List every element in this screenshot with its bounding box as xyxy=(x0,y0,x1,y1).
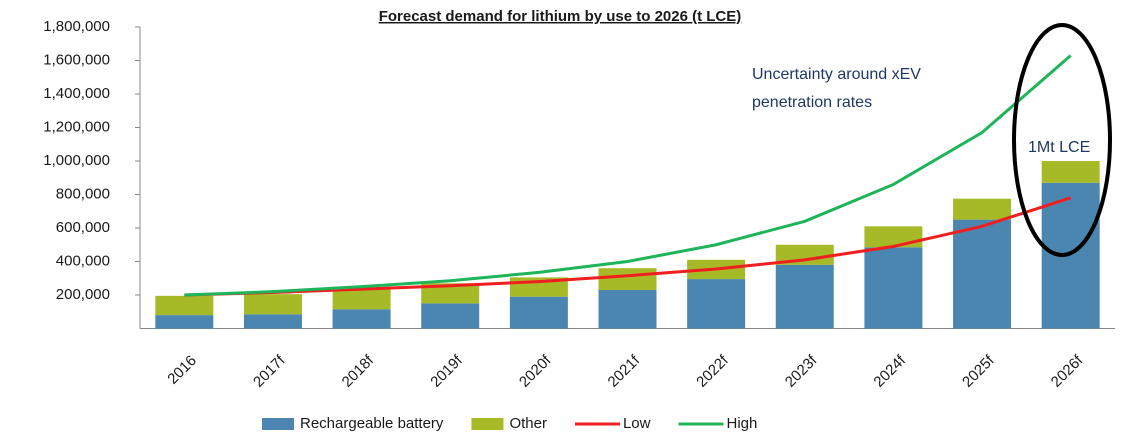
annotation: Uncertainty around xEV xyxy=(752,66,921,83)
bar xyxy=(775,264,834,329)
legend-label: High xyxy=(726,415,757,432)
y-tick-label: 400,000 xyxy=(56,252,110,269)
bar xyxy=(155,295,214,316)
bar xyxy=(1041,182,1100,329)
bar xyxy=(155,315,214,329)
x-tick-label: 2018f xyxy=(339,352,378,391)
legend-label: Low xyxy=(623,415,651,432)
bar xyxy=(598,268,657,290)
legend-swatch xyxy=(262,418,294,430)
y-tick-label: 1,000,000 xyxy=(43,152,110,169)
legend-label: Rechargeable battery xyxy=(300,415,444,432)
bar xyxy=(687,279,746,329)
x-tick-label: 2017f xyxy=(250,352,289,391)
legend-swatch xyxy=(471,418,504,430)
bar xyxy=(953,198,1012,220)
bar xyxy=(598,289,657,329)
y-tick-label: 200,000 xyxy=(56,286,110,303)
line xyxy=(184,54,1072,297)
x-tick-label: 2023f xyxy=(782,352,821,391)
bar xyxy=(953,219,1012,329)
bar xyxy=(421,303,480,329)
x-tick-label: 2026f xyxy=(1048,352,1087,391)
y-tick-label: 1,800,000 xyxy=(43,18,110,35)
y-tick-label: 600,000 xyxy=(56,219,110,236)
bar xyxy=(421,283,480,304)
highlight-ellipse xyxy=(1012,23,1112,257)
x-tick-label: 2019f xyxy=(427,352,466,391)
bar xyxy=(243,314,302,329)
x-tick-label: 2020f xyxy=(516,352,555,391)
x-tick-label: 2016 xyxy=(164,352,200,388)
x-tick-label: 2025f xyxy=(959,352,998,391)
x-tick-label: 2022f xyxy=(693,352,732,391)
legend-label: Other xyxy=(509,415,547,432)
x-tick-label: 2024f xyxy=(870,352,909,391)
y-tick-label: 1,400,000 xyxy=(43,85,110,102)
annotation: penetration rates xyxy=(752,94,872,111)
bar xyxy=(1041,161,1100,183)
line xyxy=(184,196,1072,297)
y-tick-label: 1,600,000 xyxy=(43,51,110,68)
bar xyxy=(243,294,302,315)
x-tick-label: 2021f xyxy=(605,352,644,391)
bar xyxy=(332,309,391,329)
y-tick-label: 1,200,000 xyxy=(43,118,110,135)
annotation: 1Mt LCE xyxy=(1028,139,1090,156)
bar xyxy=(864,226,923,248)
bar xyxy=(332,289,391,310)
bar xyxy=(509,296,568,329)
bar xyxy=(864,247,923,329)
y-tick-label: 800,000 xyxy=(56,185,110,202)
chart-title: Forecast demand for lithium by use to 20… xyxy=(379,8,742,25)
